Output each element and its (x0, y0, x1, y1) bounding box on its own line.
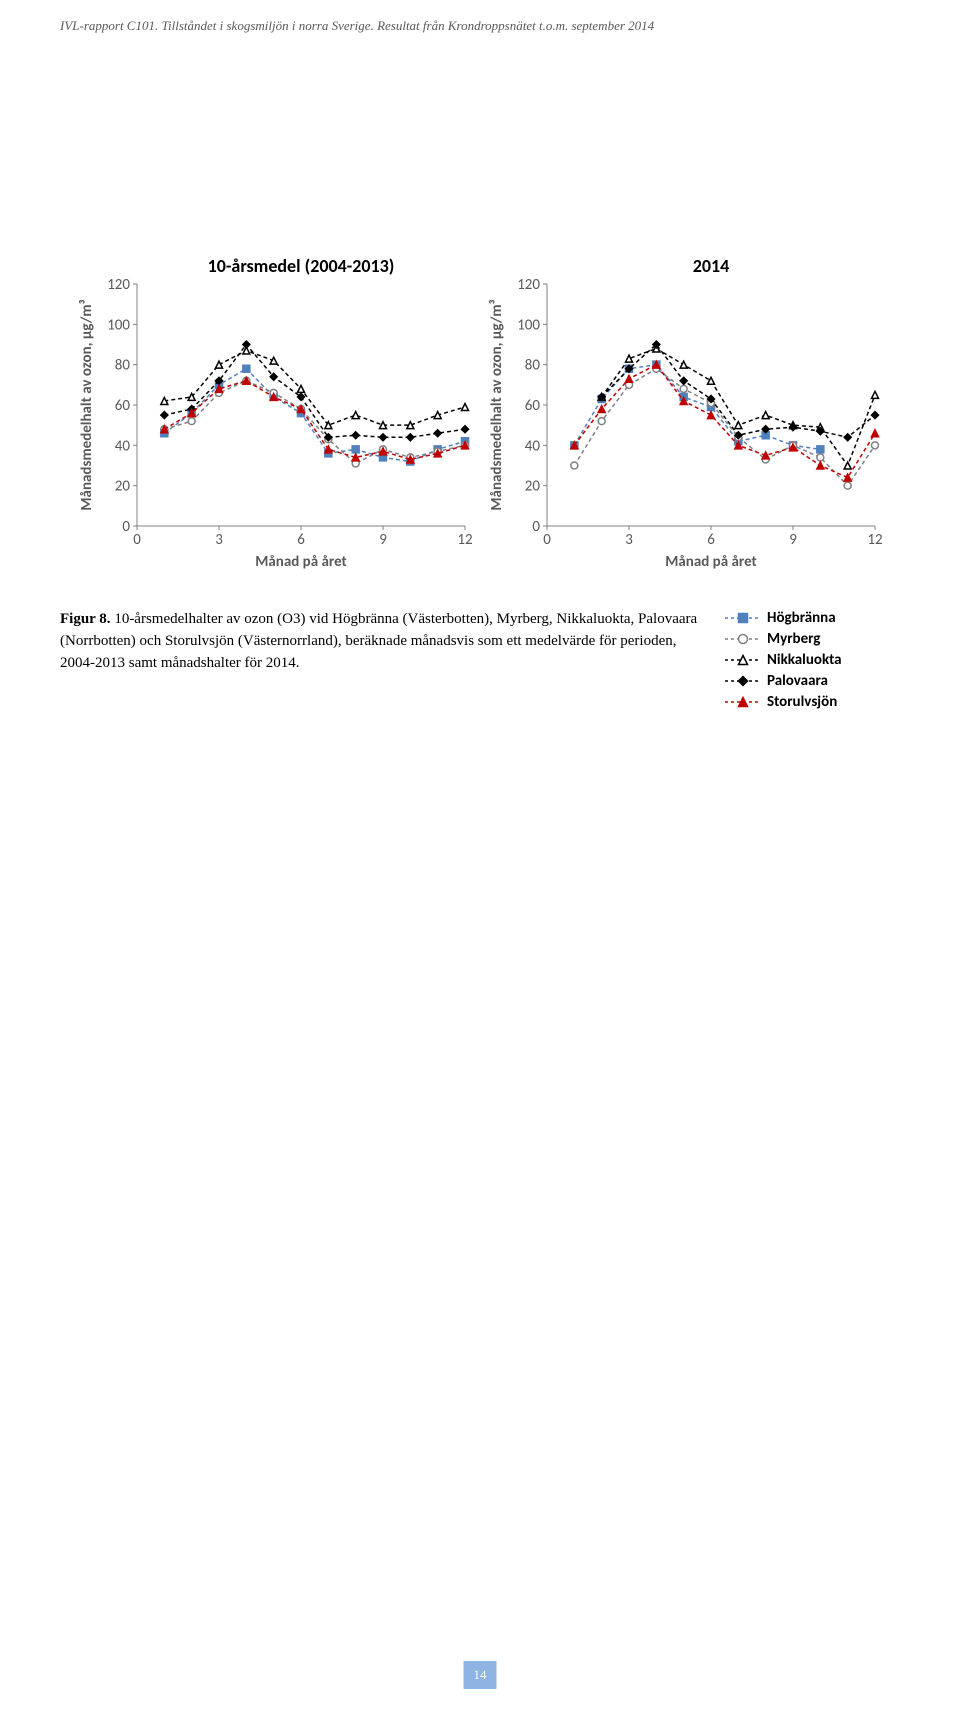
figure-caption: Figur 8. 10-årsmedelhalter av ozon (O3) … (60, 609, 701, 674)
chart-left: 0 20 40 60 80 100 120 0 3 6 9 12 Månadsmedelhalt av … (75, 254, 475, 579)
svg-text:Månad på året: Månad på året (255, 553, 346, 571)
legend-marker-icon (725, 653, 761, 667)
svg-text:12: 12 (457, 531, 472, 549)
svg-text:Månad på året: Månad på året (665, 553, 756, 571)
svg-text:60: 60 (525, 397, 541, 415)
chart-right: 0 20 40 60 80 100 120 0 3 6 9 12 Månadsmedelhalt av … (485, 254, 885, 579)
svg-text:Månadsmedelhalt av ozon, µg/m³: Månadsmedelhalt av ozon, µg/m³ (488, 299, 506, 510)
svg-text:40: 40 (525, 437, 541, 455)
running-header: IVL-rapport C101. Tillståndet i skogsmil… (0, 0, 960, 34)
svg-text:120: 120 (107, 276, 130, 294)
legend-marker-icon (725, 632, 761, 646)
svg-text:100: 100 (107, 316, 130, 334)
legend-label: Nikkaluokta (767, 651, 842, 669)
svg-text:9: 9 (789, 531, 797, 549)
chart-right-svg: 0 20 40 60 80 100 120 0 3 6 9 12 Månadsmedelhalt av … (485, 254, 885, 574)
svg-text:20: 20 (525, 478, 541, 496)
svg-text:120: 120 (517, 276, 540, 294)
svg-text:0: 0 (122, 518, 130, 536)
svg-text:6: 6 (297, 531, 305, 549)
charts-row: 020406080100120036912Månadsmedelhalt av … (0, 254, 960, 579)
figure-caption-text: 10-årsmedelhalter av ozon (O3) vid Högbr… (60, 611, 697, 671)
svg-text:9: 9 (379, 531, 387, 549)
legend-label: Palovaara (767, 672, 828, 690)
svg-text:0: 0 (133, 531, 141, 549)
svg-text:80: 80 (115, 357, 131, 375)
svg-text:12: 12 (867, 531, 882, 549)
legend-label: Storulvsjön (767, 693, 837, 711)
legend-label: Högbränna (767, 609, 836, 627)
svg-text:80: 80 (525, 357, 541, 375)
svg-text:100: 100 (517, 316, 540, 334)
legend-item: Myrberg (725, 630, 900, 648)
caption-row: Figur 8. 10-årsmedelhalter av ozon (O3) … (0, 579, 960, 714)
svg-text:0: 0 (543, 531, 551, 549)
legend-marker-icon (725, 674, 761, 688)
svg-text:Månadsmedelhalt av ozon, µg/m³: Månadsmedelhalt av ozon, µg/m³ (78, 299, 96, 510)
svg-text:0: 0 (532, 518, 540, 536)
legend: Högbränna Myrberg Nikkaluokta Palovaara Stor… (725, 609, 900, 714)
legend-item: Storulvsjön (725, 693, 900, 711)
chart-left-svg: 0 20 40 60 80 100 120 0 3 6 9 12 Månadsmedelhalt av … (75, 254, 475, 574)
svg-text:10-årsmedel (2004-2013): 10-årsmedel (2004-2013) (208, 255, 395, 277)
svg-text:2014: 2014 (693, 255, 730, 277)
svg-text:6: 6 (707, 531, 715, 549)
legend-item: Palovaara (725, 672, 900, 690)
svg-text:60: 60 (115, 397, 131, 415)
legend-label: Myrberg (767, 630, 820, 648)
svg-text:3: 3 (625, 531, 633, 549)
legend-marker-icon (725, 695, 761, 709)
svg-text:3: 3 (215, 531, 223, 549)
svg-text:40: 40 (115, 437, 131, 455)
legend-marker-icon (725, 611, 761, 625)
figure-label: Figur 8. (60, 611, 111, 627)
legend-item: Nikkaluokta (725, 651, 900, 669)
page-number: 14 (464, 1661, 497, 1689)
legend-item: Högbränna (725, 609, 900, 627)
page: IVL-rapport C101. Tillståndet i skogsmil… (0, 0, 960, 1709)
svg-text:20: 20 (115, 478, 131, 496)
